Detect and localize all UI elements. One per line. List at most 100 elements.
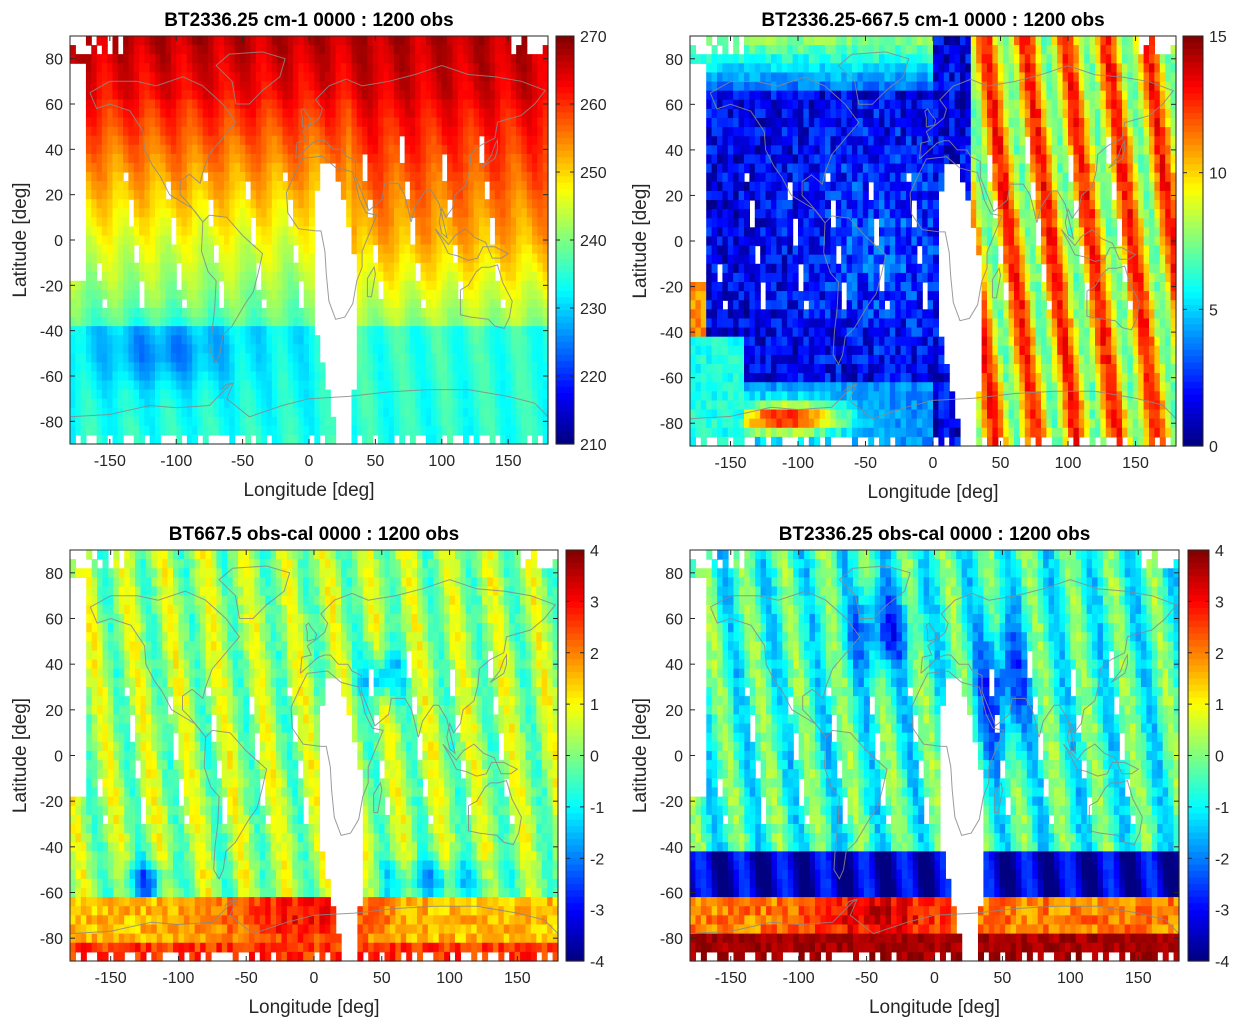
colorbar-tick-label: 230: [580, 301, 607, 318]
colorbar-tick-label: 3: [1215, 594, 1224, 611]
y-tick-label: 60: [45, 612, 63, 629]
x-axis-label: Longitude [deg]: [869, 997, 1000, 1018]
x-tick-label: 100: [1055, 455, 1082, 472]
map-chart: -150 -100 -50 0 50 100 150806040200-20-40-60-8…: [10, 524, 604, 1018]
x-tick-label: 50: [992, 455, 1010, 472]
x-tick-label: -100: [783, 970, 815, 987]
x-tick-label: -150: [715, 970, 747, 987]
x-tick-label: 0: [310, 970, 319, 987]
x-tick-label: -150: [714, 455, 746, 472]
colorbar-tick-label: 15: [1209, 29, 1227, 46]
x-axis-label: Longitude [deg]: [248, 997, 379, 1018]
x-tick-label: -100: [782, 455, 814, 472]
chart-title: BT667.5 obs-cal 0000 : 1200 obs: [169, 524, 459, 545]
y-axis-label: Latitude [deg]: [630, 183, 651, 298]
y-tick-label: 80: [665, 52, 683, 69]
colorbar-tick-label: 10: [1209, 166, 1227, 183]
colorbar-tick-label: -2: [590, 851, 604, 868]
map-panel-bt-difference: -150 -100 -50 0 50 100 150 80 60 40 20 0 -20 -40 -60 -8…: [620, 0, 1240, 505]
colorbar-tick-label: -3: [590, 903, 604, 920]
colorbar-tick-label: 270: [580, 29, 607, 46]
colorbar-tick-label: 240: [580, 233, 607, 250]
y-tick-label: -40: [40, 324, 63, 341]
coastlines: [689, 51, 1177, 420]
colorbar-tick-label: 0: [1209, 439, 1218, 456]
x-tick-label: 150: [1122, 455, 1149, 472]
y-tick-label: -80: [660, 416, 683, 433]
colorbar-tick-label: 3: [590, 594, 599, 611]
x-tick-label: -100: [160, 453, 192, 470]
x-axis-label: Longitude [deg]: [243, 480, 374, 501]
y-tick-label: 40: [665, 657, 683, 674]
colorbar-tick-label: -1: [590, 800, 604, 817]
y-tick-label: 60: [665, 97, 683, 114]
map-panel-bt2336-obs-cal: -150 -100 -50 0 50 100 150 80 60 40 20 0 -20 -40 -60 -8…: [620, 515, 1240, 1030]
y-tick-label: 60: [45, 97, 63, 114]
x-tick-label: 100: [436, 970, 463, 987]
y-tick-label: 20: [45, 703, 63, 720]
colorbar-tick-label: -1: [1215, 800, 1229, 817]
colorbar: 4 3 2 1 0 -1 -2 -3 -4: [565, 543, 604, 971]
y-tick-label: 40: [665, 143, 683, 160]
chart-title: BT2336.25 obs-cal 0000 : 1200 obs: [779, 524, 1091, 545]
y-tick-label: -20: [660, 280, 683, 297]
x-tick-label: -150: [95, 970, 127, 987]
map-panel-bt667-obs-cal: -150 -100 -50 0 50 100 150 80 60 40 20 0 -20 -40 -60 -8…: [0, 515, 620, 1030]
colorbar-tick-label: 250: [580, 165, 607, 182]
x-tick-label: 0: [305, 453, 314, 470]
y-tick-label: -80: [40, 414, 63, 431]
coastlines: [689, 565, 1180, 935]
y-tick-label: 80: [665, 566, 683, 583]
x-tick-label: 50: [373, 970, 391, 987]
colorbar-tick-label: -3: [1215, 903, 1229, 920]
colorbar: 4 3 2 1 0 -1 -2 -3 -4: [1187, 543, 1229, 971]
colorbar: 270 260 250 240 230 220 210: [555, 29, 607, 454]
y-tick-label: -60: [660, 886, 683, 903]
y-tick-label: -60: [660, 371, 683, 388]
colorbar-tick-label: 4: [590, 543, 599, 560]
coastlines: [69, 565, 559, 935]
x-tick-label: 100: [428, 453, 455, 470]
colorbar-tick-label: 4: [1215, 543, 1224, 560]
x-tick-label: -100: [162, 970, 194, 987]
chart-title: BT2336.25-667.5 cm-1 0000 : 1200 obs: [761, 10, 1104, 31]
map-chart: -150 -100 -50 0 50 100 150806040200-20-40-60-8…: [630, 524, 1229, 1018]
y-tick-label: 0: [674, 234, 683, 251]
y-tick-label: -40: [660, 840, 683, 857]
y-tick-label: -80: [660, 931, 683, 948]
map-chart: -150 -100 -50 0 50 100 150806040200-20-40-60-8…: [630, 10, 1227, 503]
heatmap-field: [70, 550, 559, 962]
y-tick-label: -40: [660, 325, 683, 342]
colorbar-tick-label: 220: [580, 369, 607, 386]
x-tick-label: 100: [1057, 970, 1084, 987]
y-axis-label: Latitude [deg]: [10, 182, 31, 297]
y-tick-label: 80: [45, 566, 63, 583]
coastlines: [69, 51, 549, 418]
colorbar-tick-label: 5: [1209, 302, 1218, 319]
y-tick-label: -20: [40, 794, 63, 811]
y-tick-label: 0: [674, 749, 683, 766]
y-tick-label: -20: [660, 794, 683, 811]
colorbar-tick-label: -2: [1215, 851, 1229, 868]
colorbar-tick-label: 260: [580, 97, 607, 114]
y-tick-label: -20: [40, 278, 63, 295]
x-tick-label: 150: [1125, 970, 1152, 987]
y-axis-label: Latitude [deg]: [630, 698, 651, 813]
y-tick-label: 0: [54, 749, 63, 766]
map-chart: -150 -100 -50 0 50 100 150806040200-20-40-60-8…: [10, 10, 607, 501]
x-axis-label: Longitude [deg]: [867, 482, 998, 503]
colorbar-tick-label: 210: [580, 437, 607, 454]
y-tick-label: -40: [40, 840, 63, 857]
colorbar-tick-label: 0: [1215, 749, 1224, 766]
colorbar: 15 10 5 0: [1182, 29, 1227, 456]
x-tick-label: -50: [854, 455, 877, 472]
colorbar-tick-label: 2: [1215, 646, 1224, 663]
x-tick-label: -150: [94, 453, 126, 470]
y-tick-label: 80: [45, 52, 63, 69]
x-tick-label: 0: [929, 455, 938, 472]
y-tick-label: -80: [40, 931, 63, 948]
colorbar-tick-label: 1: [590, 697, 599, 714]
colorbar-tick-label: -4: [590, 954, 604, 971]
y-tick-label: 20: [665, 188, 683, 205]
x-tick-label: -50: [231, 453, 254, 470]
